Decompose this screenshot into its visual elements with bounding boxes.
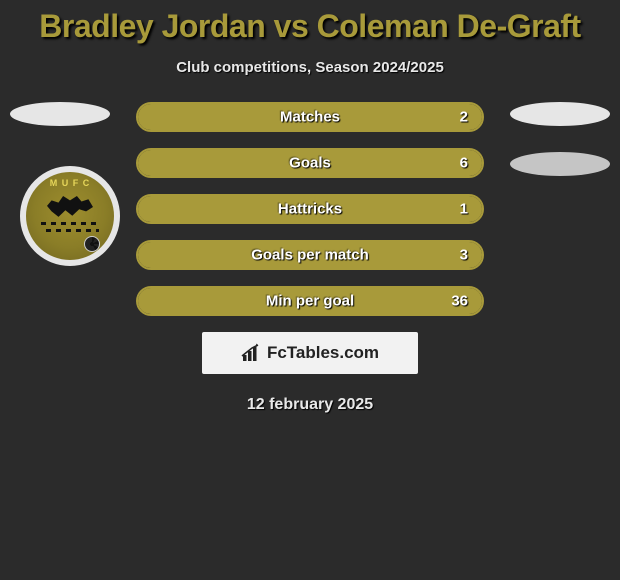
stat-label: Matches [280,109,340,126]
player-right-placeholder-1 [510,102,610,126]
badge-ball-icon [84,236,100,252]
stat-bar: Goals 6 [136,148,484,178]
comparison-panel: M U F C Matches 2 Goals 6 Hattricks 1 Goals pe… [0,102,620,414]
page-title: Bradley Jordan vs Coleman De-Graft [0,0,620,45]
stat-bar: Min per goal 36 [136,286,484,316]
subtitle: Club competitions, Season 2024/2025 [0,59,620,76]
player-left-placeholder [10,102,110,126]
stat-label: Goals per match [251,247,369,264]
stat-bar: Matches 2 [136,102,484,132]
club-badge: M U F C [20,166,120,266]
stat-bar: Goals per match 3 [136,240,484,270]
stat-label: Min per goal [266,293,354,310]
stat-label: Hattricks [278,201,342,218]
stat-value: 3 [460,247,468,264]
stat-value: 6 [460,155,468,172]
brand-box[interactable]: FcTables.com [202,332,418,374]
stat-value: 2 [460,109,468,126]
badge-lion-icon [47,196,93,218]
stat-bar: Hattricks 1 [136,194,484,224]
stat-value: 36 [451,293,468,310]
player-right-placeholder-2 [510,152,610,176]
stat-value: 1 [460,201,468,218]
stat-label: Goals [289,155,331,172]
date-text: 12 february 2025 [0,396,620,414]
brand-text: FcTables.com [267,343,379,363]
badge-text: M U F C [50,178,91,188]
stat-bars: Matches 2 Goals 6 Hattricks 1 Goals per match 3… [136,102,484,316]
bar-chart-icon [241,343,263,363]
